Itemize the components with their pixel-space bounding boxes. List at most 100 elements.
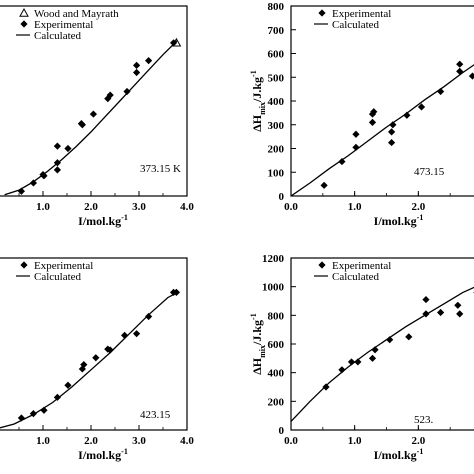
x-axis-label: I/mol.kg-1 xyxy=(78,447,128,462)
plot-area xyxy=(0,288,181,429)
data-point-experimental xyxy=(106,346,114,354)
data-point-experimental xyxy=(53,142,61,150)
y-tick-label: 400 xyxy=(268,96,285,108)
y-tick-label: 500 xyxy=(268,72,285,84)
x-tick-label: 4.0 xyxy=(180,201,194,213)
data-point-experimental xyxy=(368,354,377,362)
y-axis-label: ΔHmix/J.kg-1 xyxy=(249,70,267,131)
panel-top-left: 1.0 2.0 3.0 4.0 I/mol.kg-1 373.15 K Wood and M… xyxy=(0,5,194,228)
data-point-experimental xyxy=(403,111,411,119)
data-point-experimental xyxy=(454,301,462,309)
data-point-experimental xyxy=(387,138,396,147)
legend-label: Calculated xyxy=(34,271,82,283)
temperature-label: 423.15 xyxy=(140,409,171,421)
y-tick-label: 0 xyxy=(279,191,285,203)
x-tick-label: 1.0 xyxy=(348,201,362,213)
data-point-experimental xyxy=(456,67,464,75)
y-tick-label: 600 xyxy=(268,49,285,61)
y-tick-label: 1200 xyxy=(262,253,285,265)
legend-label: Wood and Mayrath xyxy=(34,8,119,20)
temperature-label: 523. xyxy=(414,414,434,426)
y-tick-label: 200 xyxy=(268,396,285,408)
data-point-experimental xyxy=(437,87,445,96)
data-point-experimental xyxy=(80,361,88,369)
plot-frame xyxy=(290,5,474,197)
x-tick-label: 2.0 xyxy=(411,201,425,213)
y-tick-label: 400 xyxy=(268,368,285,380)
data-point-experimental xyxy=(338,366,346,374)
data-point-experimental xyxy=(322,383,330,391)
y-tick-label: 100 xyxy=(268,167,285,179)
x-tick-label: 0.0 xyxy=(284,201,298,213)
y-tick-label: 600 xyxy=(268,339,285,351)
data-point-experimental xyxy=(145,312,153,321)
y-tick-label: 0 xyxy=(279,425,285,437)
data-point-experimental xyxy=(123,87,131,96)
data-point-experimental xyxy=(320,181,328,189)
data-point-experimental xyxy=(64,144,72,153)
panel-bottom-right: 0.01.02.03.0020040060080010001200I/mol.k… xyxy=(249,253,474,462)
data-point-experimental xyxy=(368,118,377,126)
data-point-experimental xyxy=(64,381,72,389)
legend-diamond-marker xyxy=(20,261,28,269)
x-axis-label: I/mol.kg-1 xyxy=(374,213,424,228)
calculated-curve xyxy=(291,64,474,196)
plot-area xyxy=(291,60,474,196)
y-axis-label: ΔHmix/J.kg-1 xyxy=(249,313,267,374)
legend-diamond-marker xyxy=(20,20,28,28)
x-tick-label: 1.0 xyxy=(36,201,50,213)
x-tick-label: 4.0 xyxy=(180,435,194,447)
calculated-curve xyxy=(291,286,474,422)
data-point-experimental xyxy=(106,91,114,99)
legend-label: Calculated xyxy=(332,19,380,31)
legend-label: Experimental xyxy=(332,260,391,272)
x-tick-label: 3.0 xyxy=(132,201,146,213)
data-point-experimental xyxy=(422,295,430,304)
x-tick-label: 2.0 xyxy=(411,435,425,447)
temperature-label: 373.15 K xyxy=(140,163,181,175)
x-axis-label: I/mol.kg-1 xyxy=(374,447,424,462)
y-tick-label: 200 xyxy=(268,144,285,156)
legend-label: Experimental xyxy=(34,19,93,31)
y-tick-label: 1000 xyxy=(262,282,285,294)
data-point-experimental xyxy=(417,103,426,111)
x-tick-label: 0.0 xyxy=(284,435,298,447)
y-tick-label: 800 xyxy=(268,310,285,322)
data-point-experimental xyxy=(368,110,377,118)
data-point-experimental xyxy=(40,406,48,414)
data-point-experimental xyxy=(40,172,48,180)
legend-triangle-marker xyxy=(19,7,29,17)
data-point-experimental xyxy=(456,310,464,318)
data-point-experimental xyxy=(53,393,61,401)
x-tick-label: 3.0 xyxy=(132,435,146,447)
data-point-experimental xyxy=(92,354,100,362)
data-point-experimental xyxy=(53,166,61,174)
plot-area xyxy=(4,37,182,196)
data-point-experimental xyxy=(468,72,474,80)
data-point-experimental xyxy=(370,108,378,116)
y-tick-label: 800 xyxy=(268,1,285,13)
legend-label: Experimental xyxy=(332,8,391,20)
legend-label: Calculated xyxy=(332,271,380,283)
x-tick-label: 1.0 xyxy=(36,435,50,447)
plot-frame xyxy=(0,257,188,431)
x-tick-label: 2.0 xyxy=(84,435,98,447)
y-tick-label: 300 xyxy=(268,120,285,132)
plot-area xyxy=(291,286,474,422)
data-point-experimental xyxy=(169,39,178,47)
data-point-experimental xyxy=(405,333,413,341)
data-point-experimental xyxy=(352,130,360,138)
data-point-experimental xyxy=(437,308,445,317)
data-point-experimental xyxy=(133,68,141,77)
calculated-curve xyxy=(4,39,178,196)
legend-diamond-marker xyxy=(318,261,326,269)
calculated-curve xyxy=(0,291,178,429)
data-point-experimental xyxy=(121,331,129,339)
data-point-experimental xyxy=(387,128,396,136)
temperature-label: 473.15 xyxy=(414,166,445,178)
data-point-experimental xyxy=(133,61,141,69)
data-point-experimental xyxy=(17,414,25,422)
